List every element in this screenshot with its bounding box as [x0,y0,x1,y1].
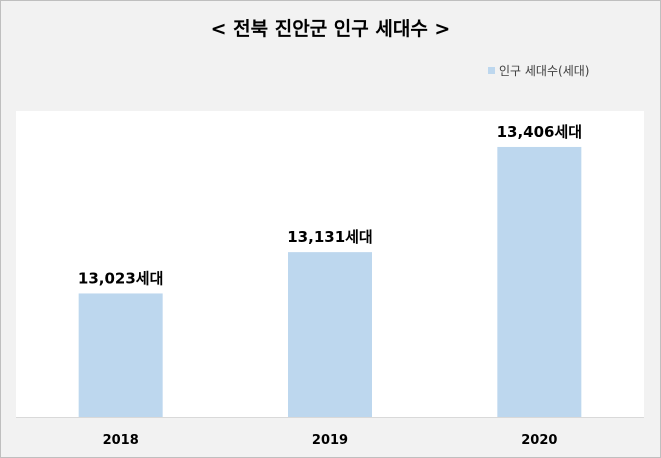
x-tick-2020: 2020 [521,433,557,448]
legend-label: 인구 세대수(세대) [499,64,590,78]
x-tick-2018: 2018 [103,433,139,448]
bar-2020 [497,146,582,417]
chart-title: < 전북 진안군 인구 세대수 > [210,18,451,40]
data-label-2019: 13,131세대 [287,228,372,246]
data-label-2020: 13,406세대 [497,123,582,141]
data-label-2018: 13,023세대 [78,269,163,287]
legend: 인구 세대수(세대) [488,62,589,79]
legend-swatch [488,67,495,74]
x-tick-2019: 2019 [312,433,348,448]
bar-2019 [288,252,372,417]
bar-2018 [78,293,163,417]
